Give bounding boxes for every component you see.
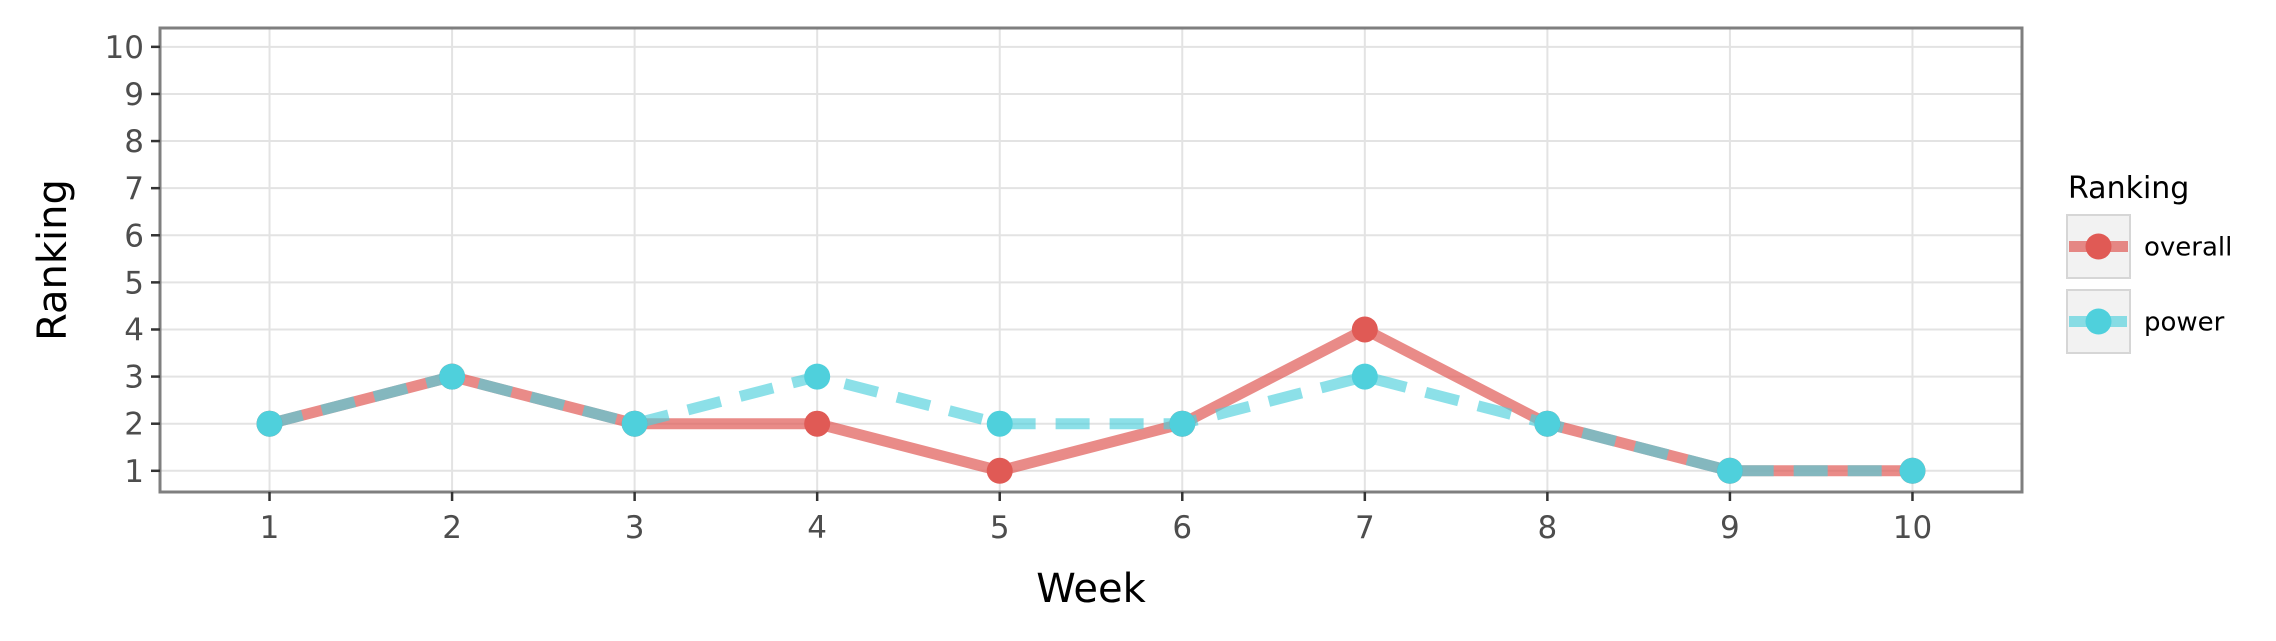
- x-tick-label: 3: [625, 510, 645, 546]
- y-tick-label: 8: [124, 124, 144, 160]
- legend-key-point-power: [2085, 308, 2112, 335]
- y-tick-label: 7: [124, 171, 144, 207]
- data-point-power: [1169, 410, 1196, 437]
- y-tick-label: 4: [124, 312, 144, 348]
- data-point-overall: [986, 457, 1013, 484]
- y-tick-label: 10: [105, 30, 144, 66]
- data-point-power: [804, 363, 831, 390]
- data-point-power: [439, 363, 466, 390]
- data-point-power: [621, 410, 648, 437]
- y-tick-label: 3: [124, 360, 144, 396]
- data-point-power: [986, 410, 1013, 437]
- legend-label-overall: overall: [2144, 233, 2232, 263]
- legend: Ranking overall power: [2066, 171, 2232, 354]
- plot-panel: [160, 28, 2022, 492]
- y-tick-label: 5: [124, 265, 144, 301]
- legend-key-point-overall: [2085, 233, 2112, 260]
- y-tick-label: 1: [124, 454, 144, 490]
- y-axis-title: Ranking: [30, 179, 76, 341]
- x-tick-label: 1: [260, 510, 280, 546]
- series-layer: [256, 316, 1926, 484]
- data-point-power: [1351, 363, 1378, 390]
- y-tick-label: 9: [124, 77, 144, 113]
- x-tick-label: 4: [807, 510, 827, 546]
- data-point-power: [1534, 410, 1561, 437]
- y-axis: 1 2 3 4 5 6 7 8 9 10: [105, 30, 160, 490]
- x-tick-label: 6: [1172, 510, 1192, 546]
- x-tick-label: 2: [442, 510, 462, 546]
- x-tick-label: 5: [990, 510, 1010, 546]
- y-tick-label: 2: [124, 407, 144, 443]
- legend-label-power: power: [2144, 308, 2225, 338]
- data-point-overall: [804, 410, 831, 437]
- series-line-power: [268, 371, 1913, 477]
- x-gridlines: [268, 28, 1914, 492]
- x-axis-title: Week: [1036, 566, 1146, 612]
- x-tick-label: 10: [1893, 510, 1932, 546]
- x-tick-label: 7: [1355, 510, 1375, 546]
- data-point-overall: [1351, 316, 1378, 343]
- data-point-power: [256, 410, 283, 437]
- legend-title: Ranking: [2068, 171, 2189, 206]
- x-tick-label: 9: [1720, 510, 1740, 546]
- plot-border: [158, 26, 2024, 494]
- data-point-power: [1899, 457, 1926, 484]
- x-axis: 1 2 3 4 5 6 7 8 9 10: [260, 492, 1932, 546]
- y-tick-label: 6: [124, 218, 144, 254]
- x-tick-label: 8: [1538, 510, 1558, 546]
- data-point-power: [1716, 457, 1743, 484]
- y-gridlines: [160, 45, 2022, 472]
